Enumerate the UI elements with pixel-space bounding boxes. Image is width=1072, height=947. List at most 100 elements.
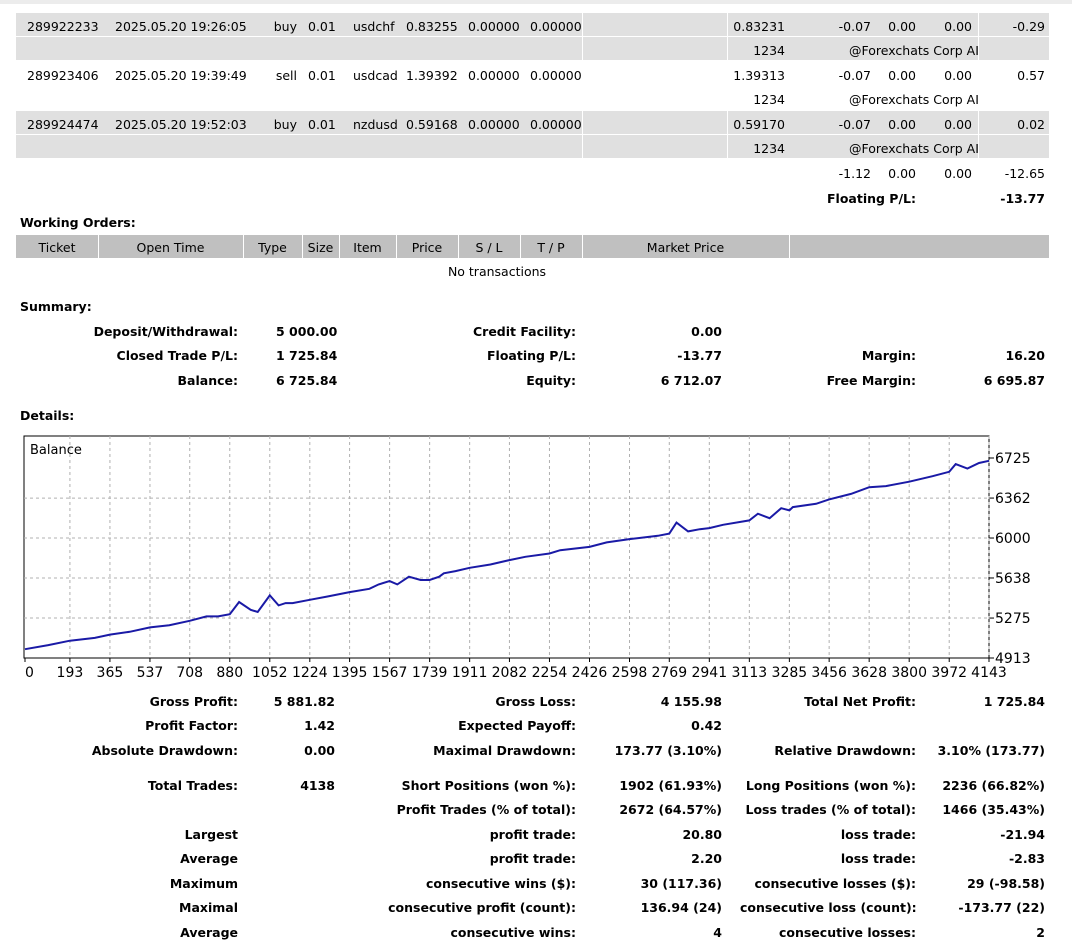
- header-separator: [243, 235, 244, 258]
- x-tick-label: 3800: [891, 665, 927, 681]
- stat-label: Total Net Profit:: [804, 694, 916, 709]
- stat-label: Profit Factor:: [145, 718, 238, 733]
- stat-label: Maximal Drawdown:: [433, 743, 576, 758]
- closed-pl-label: Closed Trade P/L:: [116, 348, 238, 363]
- equity-value: 6 712.07: [660, 373, 722, 388]
- x-tick-label: 880: [216, 665, 243, 681]
- header-separator: [789, 235, 790, 258]
- stat-label: Maximum: [169, 876, 238, 891]
- position-price: 1.39392: [406, 68, 458, 83]
- position-comment: @Forexchats Corp AI: [849, 141, 979, 156]
- header-separator: [396, 235, 397, 258]
- stat-label: consecutive profit (count):: [388, 900, 576, 915]
- stat-label: Average: [180, 925, 238, 940]
- header-separator: [458, 235, 459, 258]
- working-orders-header: [16, 235, 1049, 258]
- x-tick-label: 3113: [732, 665, 768, 681]
- balance-value: 6 725.84: [276, 373, 338, 388]
- working-orders-col-header: Price: [411, 240, 443, 255]
- total-swap: 0.00: [944, 166, 972, 181]
- stat-value: 1466 (35.43%): [942, 802, 1045, 817]
- working-orders-col-header: Ticket: [38, 240, 76, 255]
- position-commission: -0.07: [838, 68, 871, 83]
- stat-value: 0.42: [691, 718, 722, 733]
- total-commission: -1.12: [838, 166, 871, 181]
- stat-label: Maximal: [179, 900, 238, 915]
- balance-label: Balance:: [177, 373, 238, 388]
- stat-label: Largest: [184, 827, 238, 842]
- position-swap: 0.00: [944, 68, 972, 83]
- free-margin-label: Free Margin:: [826, 373, 916, 388]
- summary-floating-label: Floating P/L:: [487, 348, 576, 363]
- credit-value: 0.00: [691, 324, 722, 339]
- stat-value: 2672 (64.57%): [619, 802, 722, 817]
- stat-value: 20.80: [682, 827, 722, 842]
- floating-pl-value: -13.77: [1000, 191, 1045, 206]
- details-title: Details:: [20, 408, 75, 423]
- position-magic: 1234: [753, 141, 785, 156]
- stat-label: profit trade:: [489, 827, 576, 842]
- position-sl: 0.00000: [468, 117, 520, 132]
- header-separator: [98, 235, 99, 258]
- stat-label: Expected Payoff:: [458, 718, 576, 733]
- stat-label: Long Positions (won %):: [745, 778, 916, 793]
- stat-value: 2: [1036, 925, 1045, 940]
- stat-label: Gross Profit:: [149, 694, 238, 709]
- position-market-price: 0.83231: [733, 19, 785, 34]
- stat-value: 4138: [300, 778, 335, 793]
- summary-title: Summary:: [20, 299, 92, 314]
- x-tick-label: 1395: [332, 665, 368, 681]
- working-orders-col-header: Item: [353, 240, 382, 255]
- equity-label: Equity:: [526, 373, 576, 388]
- header-separator: [339, 235, 340, 258]
- position-tp: 0.00000: [530, 19, 582, 34]
- balance-chart: 6725 6362 6000 5638 5275 4913 0 193 365 537 708 880…: [23, 435, 1031, 681]
- working-orders-col-header: Type: [258, 240, 287, 255]
- working-orders-col-header: T / P: [537, 240, 565, 255]
- x-tick-label: 2082: [492, 665, 528, 681]
- y-tick-label: 4913: [995, 651, 1031, 667]
- position-tp: 0.00000: [530, 68, 582, 83]
- position-item: usdchf: [353, 19, 395, 34]
- stat-value: 136.94 (24): [640, 900, 722, 915]
- position-profit: 0.57: [1017, 68, 1045, 83]
- row-separator: [16, 134, 1049, 135]
- position-commission: -0.07: [838, 19, 871, 34]
- position-taxes: 0.00: [888, 19, 916, 34]
- stat-value: 2236 (66.82%): [942, 778, 1045, 793]
- top-edge: [0, 0, 1072, 4]
- position-comment: @Forexchats Corp AI: [849, 92, 979, 107]
- position-swap: 0.00: [944, 19, 972, 34]
- stat-label: consecutive losses:: [778, 925, 916, 940]
- position-profit: 0.02: [1017, 117, 1045, 132]
- stat-value: 29 (-98.58): [967, 876, 1045, 891]
- y-tick-label: 5638: [995, 571, 1031, 587]
- position-magic: 1234: [753, 92, 785, 107]
- stat-value: 5 881.82: [273, 694, 335, 709]
- x-tick-label: 3972: [931, 665, 967, 681]
- position-taxes: 0.00: [888, 117, 916, 132]
- deposit-value: 5 000.00: [276, 324, 338, 339]
- x-tick-label: 1052: [252, 665, 288, 681]
- working-orders-col-header: S / L: [475, 240, 503, 255]
- position-open-time: 2025.05.20 19:39:49: [115, 68, 247, 83]
- position-sl: 0.00000: [468, 68, 520, 83]
- stat-label: Absolute Drawdown:: [91, 743, 238, 758]
- working-orders-col-header: Market Price: [646, 240, 725, 255]
- stat-value: 4 155.98: [660, 694, 722, 709]
- stat-label: Loss trades (% of total):: [745, 802, 916, 817]
- stat-label: Total Trades:: [147, 778, 238, 793]
- x-tick-label: 365: [97, 665, 124, 681]
- stat-label: consecutive wins:: [450, 925, 576, 940]
- position-open-time: 2025.05.20 19:52:03: [115, 117, 247, 132]
- position-type: sell: [275, 68, 297, 83]
- position-size: 0.01: [308, 19, 336, 34]
- header-separator: [302, 235, 303, 258]
- header-separator: [582, 235, 583, 258]
- x-tick-label: 1911: [452, 665, 488, 681]
- stat-value: 4: [713, 925, 722, 940]
- total-taxes: 0.00: [888, 166, 916, 181]
- x-tick-label: 3285: [772, 665, 808, 681]
- x-tick-label: 2941: [691, 665, 727, 681]
- position-ticket: 289924474: [27, 117, 99, 132]
